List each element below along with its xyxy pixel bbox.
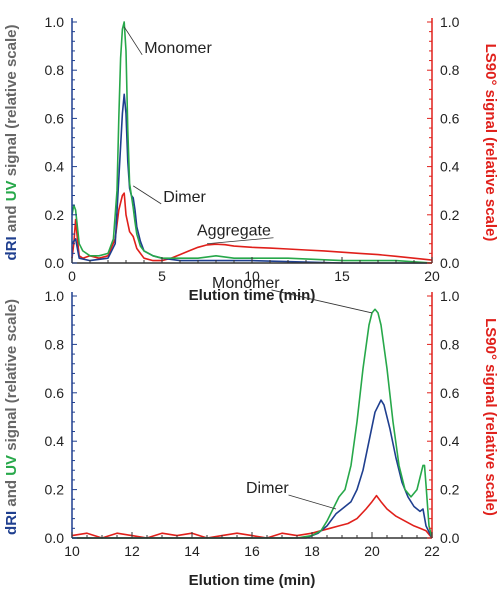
annotation-label: Monomer [212,275,280,292]
annotation-label: Aggregate [197,223,271,240]
y2-tick-label: 0.4 [440,433,460,449]
x-tick-label: 5 [158,268,166,284]
uv-series-line [72,308,433,539]
y-axis-label: dRI and UV signal (relative scale) [3,299,20,535]
x-axis-label: Elution time (min) [189,287,316,304]
y2-axis-label: LS90° signal (relative scale) [482,44,499,242]
annotation-label: Monomer [144,40,212,57]
y2-tick-label: 0.2 [440,482,460,498]
annotation-leader [132,185,162,205]
annotation-leader [288,494,337,510]
y2-tick-label: 0.6 [440,385,460,401]
annotation-leader [271,289,373,314]
y2-tick-label: 1.0 [440,288,460,304]
y2-tick-label: 0.0 [440,255,460,271]
y2-tick-label: 0.4 [440,159,460,175]
x-tick-label: 15 [334,268,350,284]
x-tick-label: 10 [244,268,260,284]
uv-series-line [71,21,433,264]
y2-axis-label: LS90° signal (relative scale) [482,318,499,516]
x-tick-label: 18 [304,543,320,559]
y2-tick-label: 0.6 [440,110,460,126]
y-axis-label: dRI and UV signal (relative scale) [3,25,20,261]
bottom-panel: 0.0 0.2 0.4 0.6 0.8 1.0 0.0 0.2 0.4 0.6 0.8 1.0 10 12… [3,275,499,589]
x-axis-label: Elution time (min) [189,572,316,589]
x-tick-label: 0 [68,268,76,284]
y-tick-label: 0.6 [45,110,65,126]
y2-tick-label: 0.0 [440,530,460,546]
y-tick-label: 0.2 [45,207,65,223]
y2-tick-label: 1.0 [440,14,460,30]
x-tick-label: 16 [244,543,260,559]
y2-tick-label: 0.8 [440,62,460,78]
dri-series-line [72,399,433,539]
y-tick-label: 0.2 [45,482,65,498]
annotation-label: Dimer [246,480,289,497]
annotation-leader [206,237,274,245]
y-tick-label: 1.0 [45,288,65,304]
x-tick-label: 20 [424,268,440,284]
y2-tick-label: 0.2 [440,207,460,223]
x-tick-label: 10 [64,543,80,559]
ls-series-line [71,494,433,539]
annotation-leader [123,26,143,56]
y-tick-label: 0.4 [45,159,65,175]
y-tick-label: 0.4 [45,433,65,449]
y-tick-label: 0.8 [45,62,65,78]
x-tick-label: 20 [364,543,380,559]
x-tick-label: 12 [124,543,140,559]
x-tick-label: 22 [424,543,440,559]
y-tick-label: 1.0 [45,14,65,30]
y-tick-label: 0.0 [45,255,65,271]
y-tick-label: 0.8 [45,336,65,352]
y2-tick-label: 0.8 [440,336,460,352]
x-tick-label: 14 [184,543,200,559]
y-tick-label: 0.6 [45,385,65,401]
top-panel: 0.00.20.40.60.81.00.00.20.40.60.81.00 5 10… [3,14,499,304]
y-tick-label: 0.0 [45,530,65,546]
annotation-label: Dimer [163,189,206,206]
